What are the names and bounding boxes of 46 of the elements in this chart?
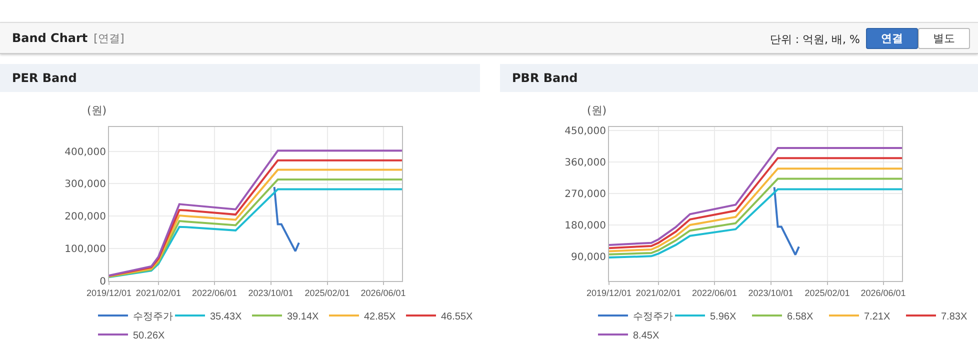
text: 단위 : 억원, 배, % xyxy=(770,32,860,47)
legend-label: 42.85X xyxy=(364,311,396,322)
x-tick-label: 2026/06/01 xyxy=(860,288,906,298)
x-tick-label: 2022/06/01 xyxy=(692,288,738,298)
y-tick-label: 180,000 xyxy=(564,220,606,232)
legend-label: 수정주가 xyxy=(133,311,173,322)
y-tick-label: 0 xyxy=(100,276,106,288)
x-tick-label: 2019/12/01 xyxy=(86,288,132,298)
text: 별도 xyxy=(918,28,970,49)
y-axis-title: (원) xyxy=(87,104,107,117)
x-tick-label: 2023/10/01 xyxy=(748,288,794,298)
y-tick-label: 450,000 xyxy=(564,126,606,137)
y-axis-title: (원) xyxy=(587,104,607,117)
y-tick-label: 100,000 xyxy=(64,244,106,256)
legend-label: 39.14X xyxy=(287,311,320,322)
x-tick-label: 2023/10/01 xyxy=(248,288,294,298)
legend-label: 5.96X xyxy=(710,311,736,322)
y-tick-label: 400,000 xyxy=(64,146,106,158)
x-tick-label: 2019/12/01 xyxy=(586,288,632,298)
x-tick-label: 2022/06/01 xyxy=(192,288,238,298)
x-tick-label: 2026/06/01 xyxy=(360,288,406,298)
y-tick-label: 270,000 xyxy=(564,189,606,200)
text: Band Chart xyxy=(12,31,88,45)
x-tick-label: 2025/02/01 xyxy=(804,288,850,298)
text: 연결 xyxy=(866,28,918,49)
legend-label: 8.45X xyxy=(633,330,660,342)
line-series xyxy=(273,186,300,252)
y-tick-label: 90,000 xyxy=(571,252,606,263)
line-series xyxy=(773,186,800,256)
x-tick-label: 2021/02/01 xyxy=(136,288,181,298)
legend-label: 35.43X xyxy=(210,311,242,322)
chart-title: PER Band xyxy=(0,64,480,92)
legend-label: 7.83X xyxy=(941,311,968,322)
legend-label: 46.55X xyxy=(441,311,474,322)
x-tick-label: 2025/02/01 xyxy=(304,288,350,298)
line-series xyxy=(609,188,902,259)
legend-label: 7.21X xyxy=(864,311,890,322)
x-tick-label: 2021/02/01 xyxy=(636,288,681,298)
chart-title: PBR Band xyxy=(500,64,978,92)
y-tick-label: 300,000 xyxy=(64,179,106,190)
y-tick-label: 360,000 xyxy=(564,158,606,168)
legend-label: 수정주가 xyxy=(633,311,673,322)
legend-label: 6.58X xyxy=(787,311,814,322)
legend-label: 50.26X xyxy=(133,330,166,342)
y-tick-label: 200,000 xyxy=(64,212,106,223)
text: [연결] xyxy=(94,32,124,45)
